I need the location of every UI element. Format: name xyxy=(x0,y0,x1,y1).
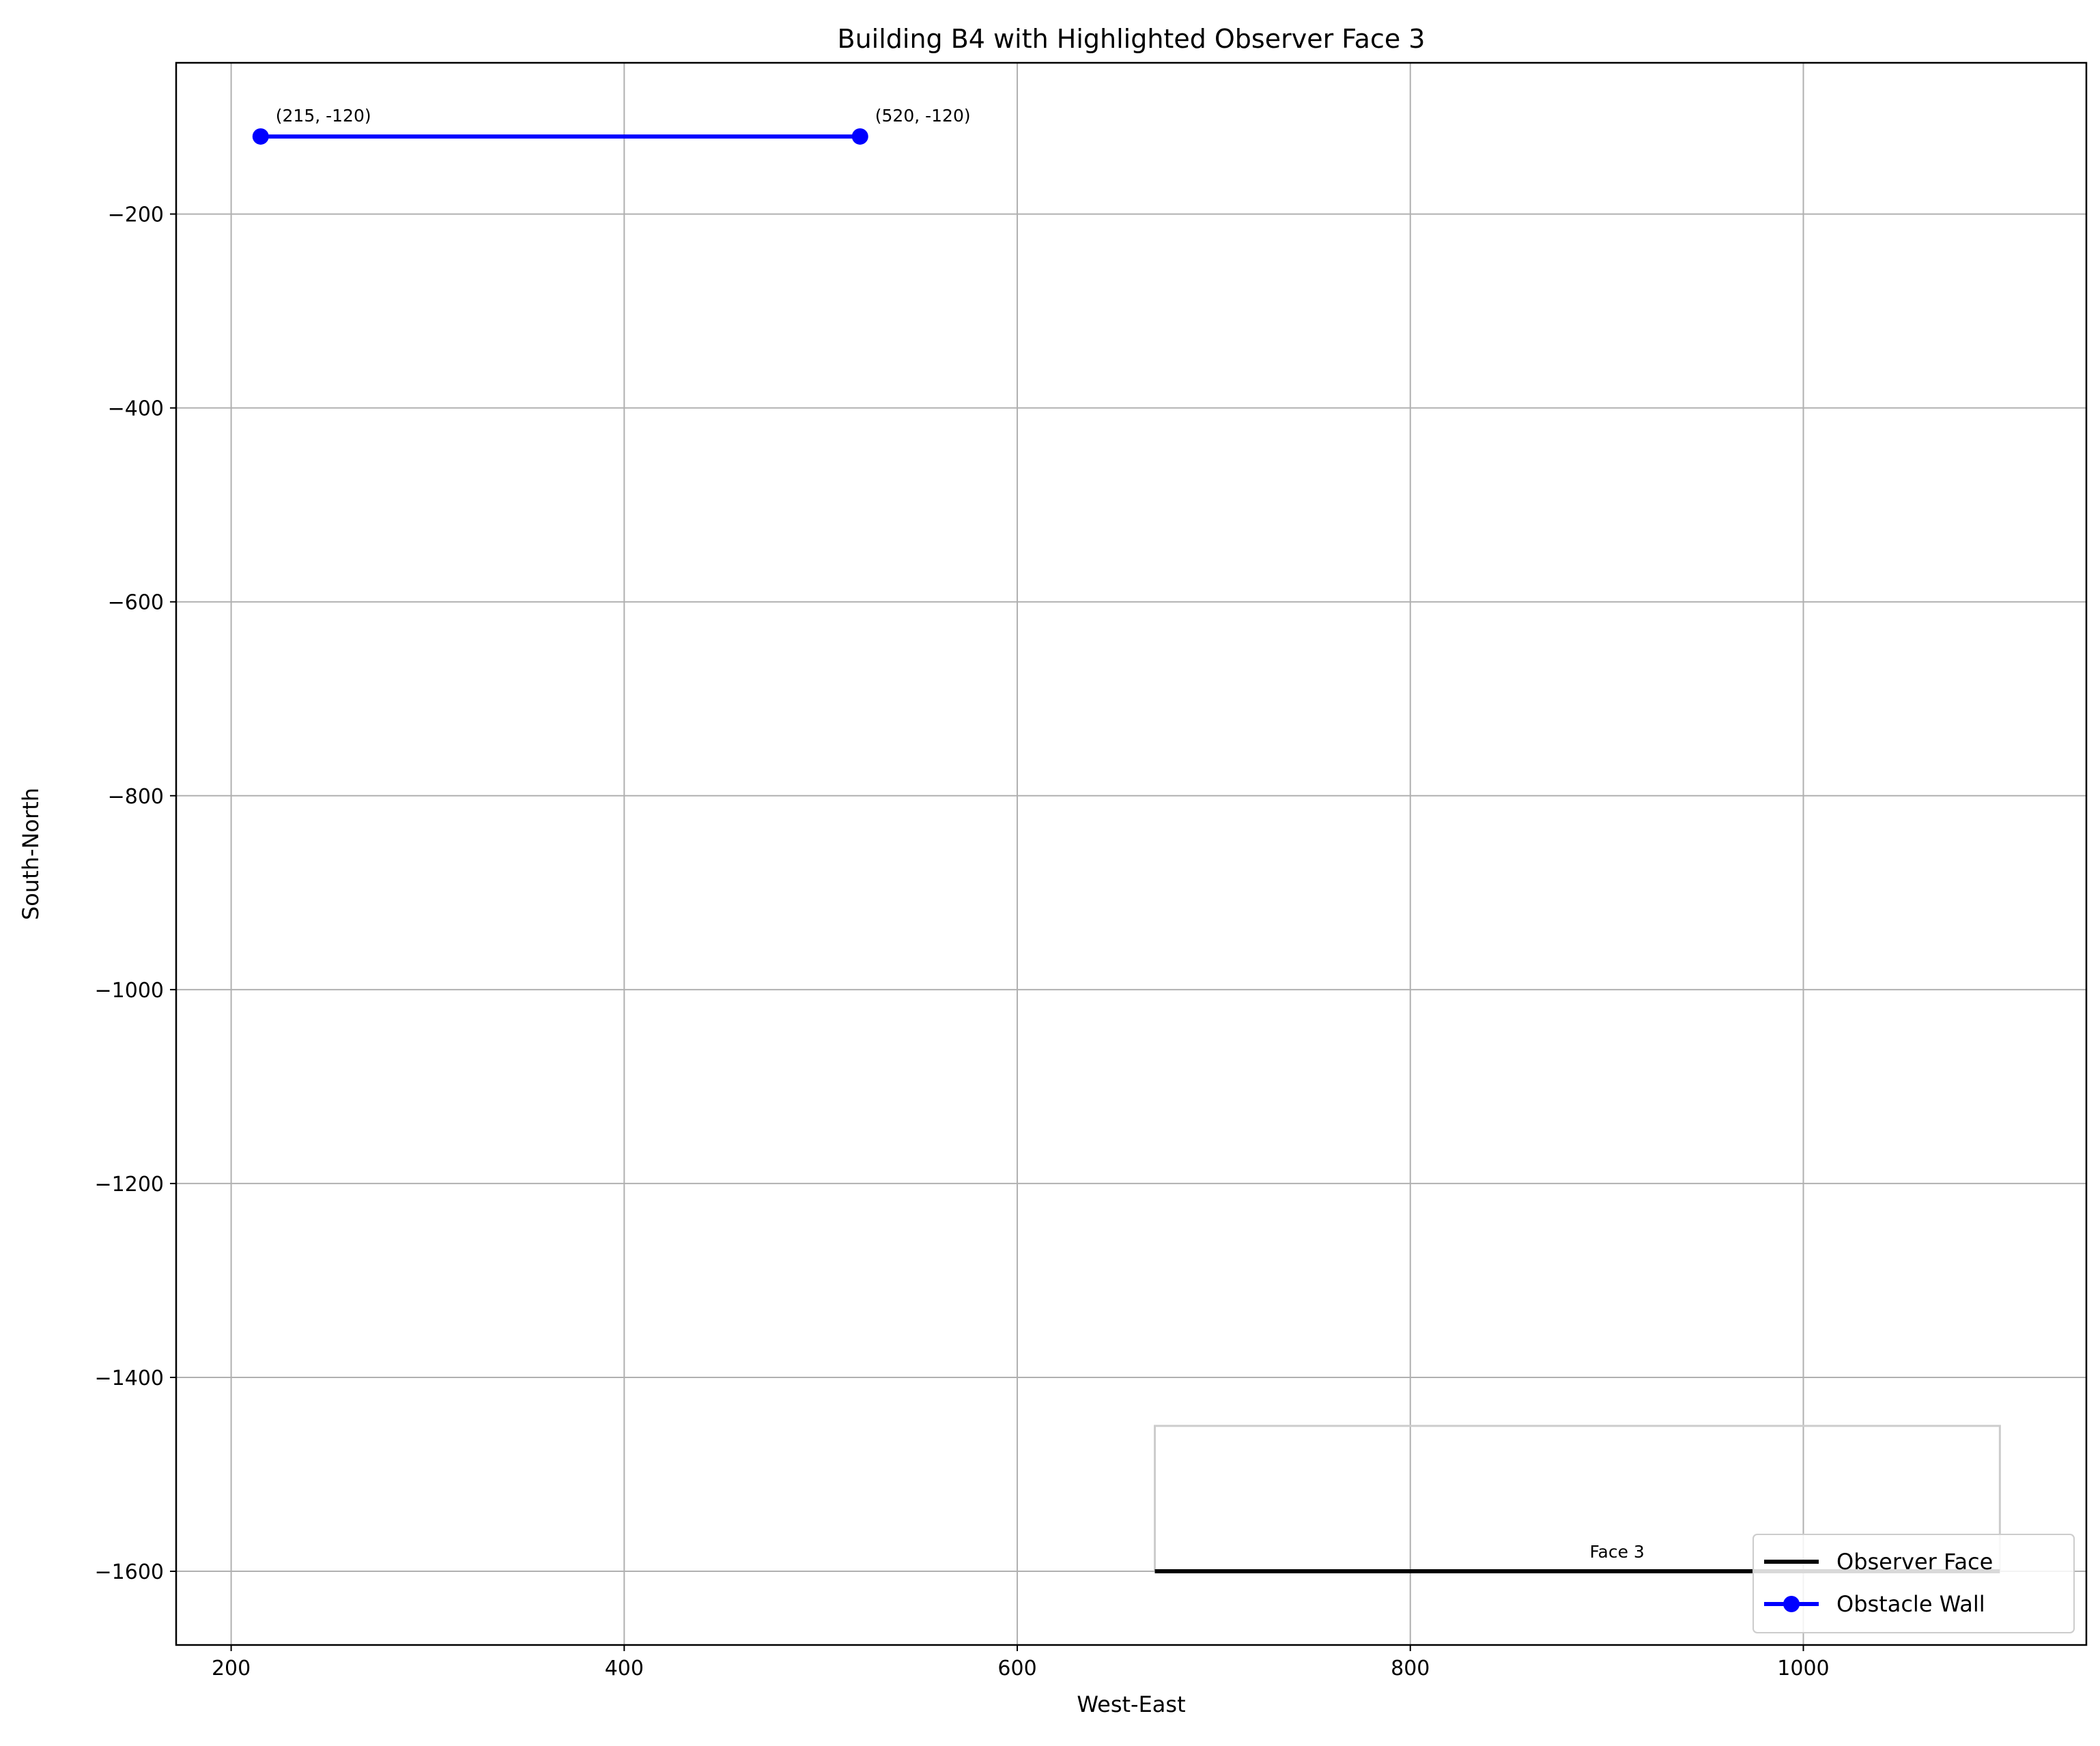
y-tick-label: −400 xyxy=(108,397,164,421)
y-axis-label: South-North xyxy=(18,788,44,920)
legend-box xyxy=(1753,1534,2075,1633)
x-tick-label: 800 xyxy=(1391,1657,1430,1680)
building-outline xyxy=(1154,1425,2001,1572)
y-tick-label: −1400 xyxy=(95,1366,164,1390)
legend-label-observer-face: Observer Face xyxy=(1836,1549,1993,1575)
annotations: (215, -120) (520, -120) Face 3 xyxy=(276,106,1645,1562)
x-tick-label: 200 xyxy=(212,1657,251,1680)
y-tick-label: −1600 xyxy=(95,1560,164,1584)
legend: Observer Face Obstacle Wall xyxy=(1753,1534,2075,1633)
legend-label-obstacle-wall: Obstacle Wall xyxy=(1836,1591,1985,1617)
y-tick-label: −800 xyxy=(108,785,164,809)
y-tick-label: −200 xyxy=(108,203,164,227)
x-axis-label: West-East xyxy=(1077,1691,1185,1717)
ticks: 200 400 600 800 1000 −200 −400 −600 −800 −1000 −12… xyxy=(95,203,1830,1680)
x-tick-label: 1000 xyxy=(1777,1657,1829,1680)
y-tick-label: −1000 xyxy=(95,979,164,1003)
y-tick-label: −1200 xyxy=(95,1173,164,1197)
legend-marker-obstacle-wall xyxy=(1783,1596,1800,1612)
point-annotation: (215, -120) xyxy=(276,106,371,126)
face-annotation: Face 3 xyxy=(1589,1542,1644,1562)
chart-title: Building B4 with Highlighted Observer Fa… xyxy=(838,24,1425,54)
x-tick-label: 400 xyxy=(605,1657,644,1680)
building-outline-line xyxy=(1154,1425,2001,1572)
obstacle-wall-point xyxy=(851,128,868,145)
point-annotation: (520, -120) xyxy=(875,106,971,126)
obstacle-wall-point xyxy=(252,128,269,145)
plot-frame xyxy=(175,61,2088,1646)
x-tick-label: 600 xyxy=(997,1657,1036,1680)
y-tick-label: −600 xyxy=(108,591,164,615)
